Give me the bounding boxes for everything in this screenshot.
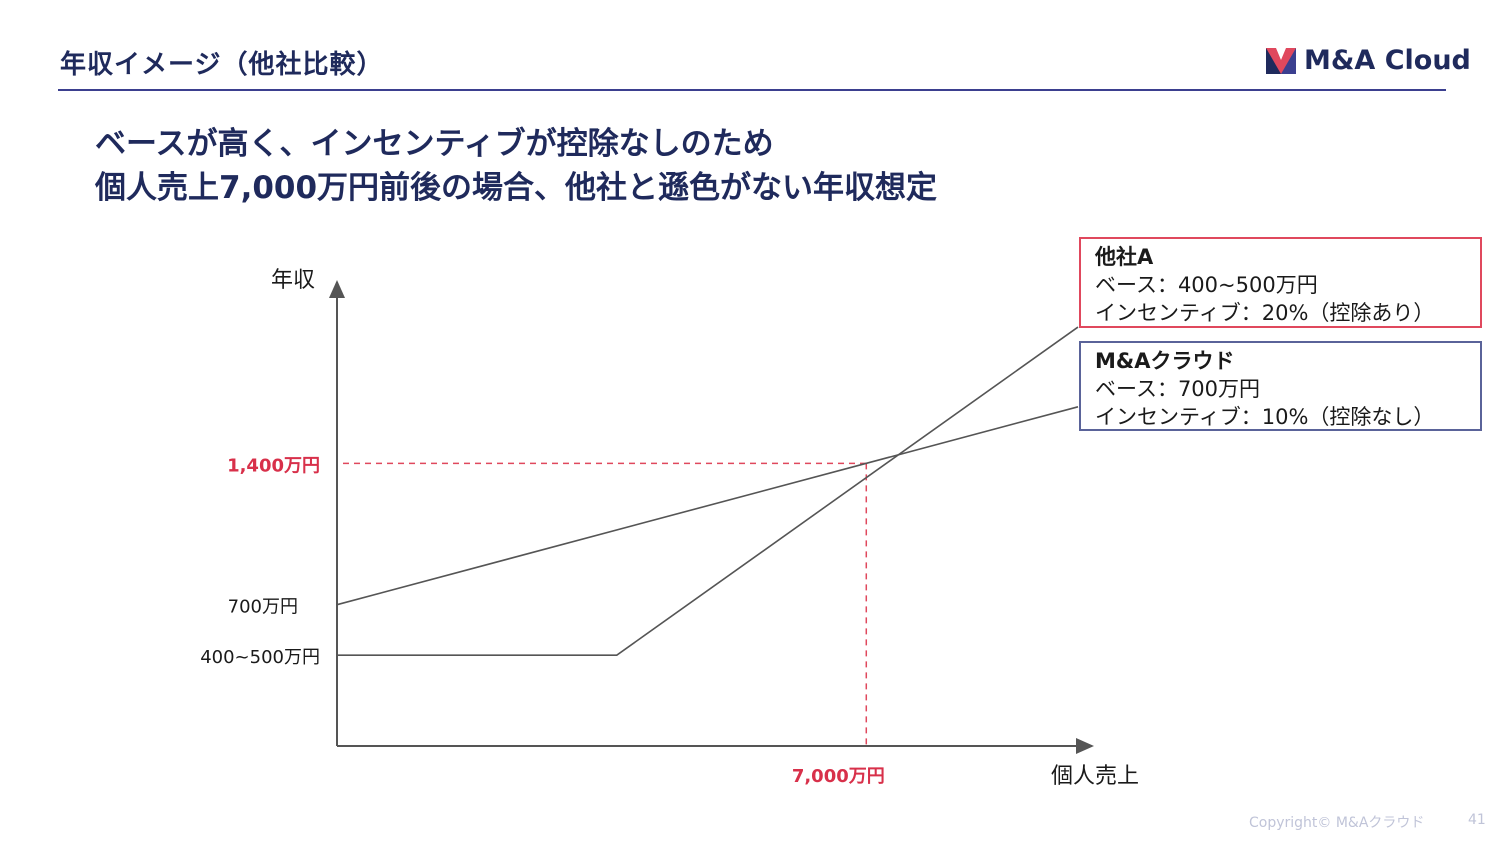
legend-ma-cloud: M&Aクラウド ベース：700万円 インセンティブ：10%（控除なし） — [1079, 341, 1482, 431]
legend-ma-cloud-title: M&Aクラウド — [1095, 349, 1235, 373]
legend-company-a-title: 他社A — [1095, 245, 1154, 269]
y-tick-label-0: 1,400万円 — [227, 455, 320, 476]
y-axis-label: 年収 — [271, 268, 315, 293]
legend-ma-cloud-base: ベース：700万円 — [1095, 377, 1261, 401]
logo-text: M&A Cloud — [1304, 45, 1471, 76]
legend-ma-cloud-incentive: インセンティブ：10%（控除なし） — [1095, 405, 1435, 429]
legend-company-a: 他社A ベース：400~500万円 インセンティブ：20%（控除あり） — [1079, 237, 1482, 328]
headline-line-2: 個人売上7,000万円前後の場合、他社と遜色がない年収想定 — [95, 170, 938, 206]
legend-company-a-base: ベース：400~500万円 — [1095, 273, 1318, 297]
page-title: 年収イメージ（他社比較） — [60, 50, 384, 80]
legend-company-a-incentive: インセンティブ：20%（控除あり） — [1095, 301, 1435, 325]
series-line-1 — [337, 326, 1079, 656]
x-tick-label-0: 7,000万円 — [792, 766, 885, 787]
logo-mark-icon — [1266, 47, 1296, 74]
logo: M&A Cloud — [1266, 45, 1471, 76]
x-axis-label: 個人売上 — [1051, 764, 1139, 789]
headline: ベースが高く、インセンティブが控除なしのため 個人売上7,000万円前後の場合、… — [95, 122, 937, 210]
y-tick-label-2: 400~500万円 — [200, 647, 320, 668]
copyright: Copyright© M&Aクラウド — [1249, 815, 1425, 831]
title-divider — [58, 89, 1446, 91]
headline-line-1: ベースが高く、インセンティブが控除なしのため — [95, 126, 774, 162]
series-line-0 — [336, 406, 1079, 606]
y-tick-label-1: 700万円 — [228, 597, 298, 618]
page-number: 41 — [1468, 812, 1486, 828]
